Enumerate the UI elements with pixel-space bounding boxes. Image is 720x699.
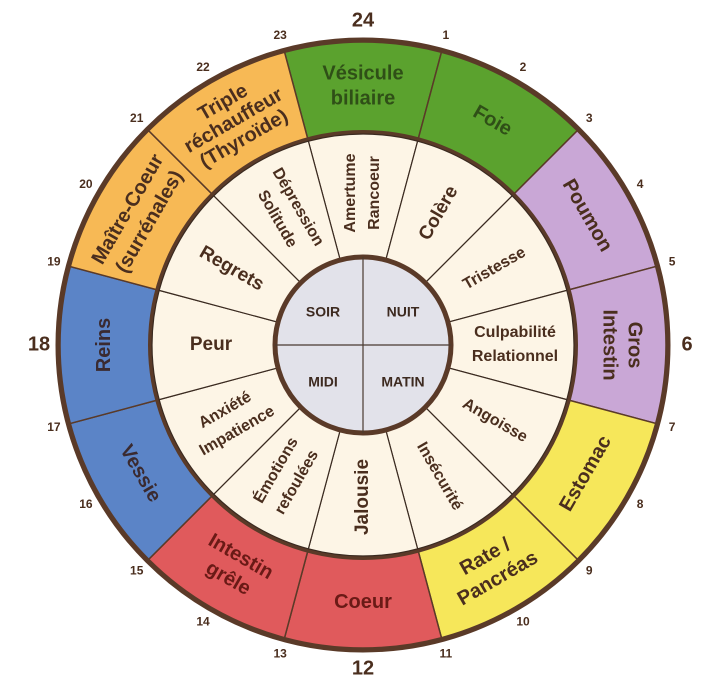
hour-label: 10 [516, 614, 530, 628]
outer-border [55, 37, 671, 653]
organ-label-line: Reins [93, 318, 115, 372]
hour-label: 22 [196, 60, 210, 74]
hour-label: 2 [520, 60, 527, 74]
hour-label: 15 [130, 563, 144, 577]
emotion-label: Jalousie [352, 459, 373, 535]
organ-label-line: Gros [623, 322, 645, 369]
organ-label-line: Vésicule [322, 63, 403, 85]
emotion-label-line: Jalousie [352, 459, 373, 535]
organ-label: Vésicule biliaire [322, 63, 403, 110]
hour-label: 12 [352, 657, 374, 679]
hour-label: 17 [47, 420, 61, 434]
hour-label: 24 [352, 9, 375, 31]
hour-label: 21 [130, 111, 144, 125]
quadrant-matin: MATIN [381, 374, 424, 390]
organ-label: GrosIntestin [598, 309, 645, 380]
hour-label: 14 [196, 614, 210, 628]
emotion-label-line: Relationnel [472, 348, 558, 365]
center-circle: SOIR NUIT MIDI MATIN [272, 254, 454, 436]
emotion-label-line: Culpabilité [474, 324, 556, 341]
quadrant-soir: SOIR [306, 304, 340, 320]
emotion-ring: Amertume Rancoeur ColèreTristesseCulpabili… [151, 133, 575, 557]
hour-label: 4 [637, 177, 644, 191]
organ-label-line: Coeur [334, 591, 392, 613]
quadrant-midi: MIDI [308, 374, 338, 390]
emotion-label-line: Peur [190, 334, 233, 355]
organ-label-line: Intestin [598, 309, 620, 380]
hour-label: 16 [79, 497, 93, 511]
hour-label: 9 [586, 563, 593, 577]
emotion-label: Amertume Rancoeur [342, 153, 383, 232]
quadrant-nuit: NUIT [387, 304, 420, 320]
hour-label: 13 [273, 646, 287, 660]
organ-label: Coeur [334, 591, 392, 613]
hour-label: 7 [669, 420, 676, 434]
hour-label: 8 [637, 497, 644, 511]
hour-label: 1 [442, 28, 449, 42]
emotion-label-line: Amertume [342, 153, 359, 232]
hour-label: 19 [47, 254, 61, 268]
emotion-label: Peur [190, 334, 233, 355]
hour-label: 11 [439, 646, 452, 660]
emotion-label: Culpabilité Relationnel [472, 324, 558, 365]
hour-label: 3 [586, 111, 593, 125]
organ-label-line: biliaire [331, 88, 395, 110]
hour-label: 20 [79, 177, 93, 191]
hour-label: 5 [669, 254, 676, 268]
emotion-label-line: Rancoeur [366, 156, 383, 230]
hour-label: 18 [28, 333, 50, 355]
organ-ring-inner-border [148, 130, 578, 560]
hour-label: 6 [681, 333, 692, 355]
hour-label: 23 [273, 28, 287, 42]
organ-label: Reins [93, 318, 115, 372]
